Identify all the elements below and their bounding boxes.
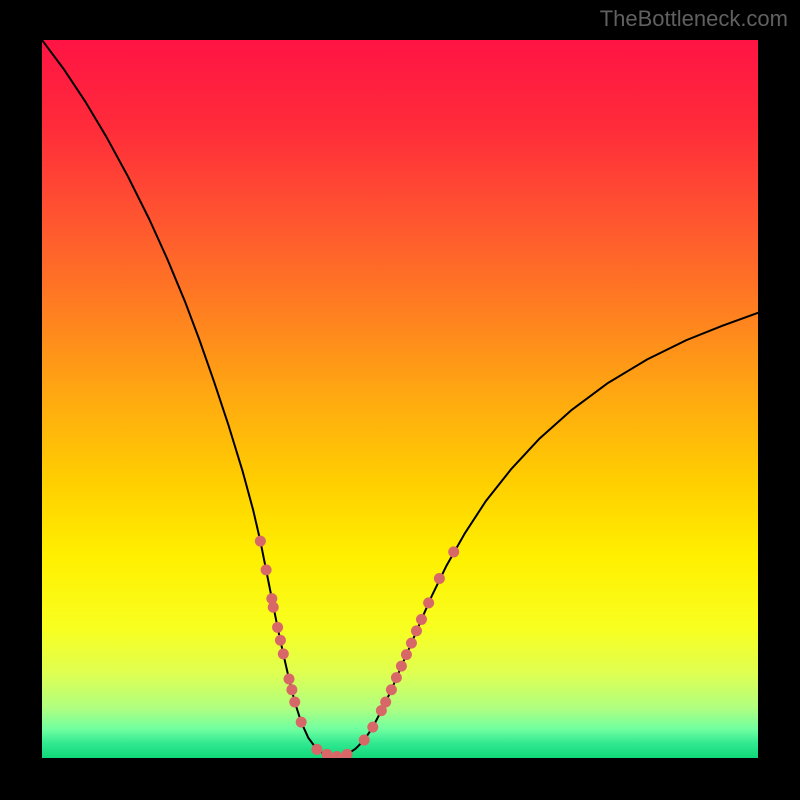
data-marker [406, 638, 417, 649]
data-marker [289, 697, 300, 708]
data-marker [434, 573, 445, 584]
data-marker [391, 672, 402, 683]
chart-svg [42, 40, 758, 758]
data-marker [416, 614, 427, 625]
data-marker [380, 697, 391, 708]
data-marker [268, 602, 279, 613]
plot-area [42, 40, 758, 758]
data-marker [396, 661, 407, 672]
chart-container: TheBottleneck.com [0, 0, 800, 800]
data-marker [284, 674, 295, 685]
data-marker [275, 635, 286, 646]
data-marker [261, 564, 272, 575]
data-marker [272, 622, 283, 633]
data-marker [386, 684, 397, 695]
watermark-text: TheBottleneck.com [600, 6, 788, 32]
data-marker [359, 735, 370, 746]
data-marker [255, 536, 266, 547]
data-marker [278, 648, 289, 659]
data-marker [367, 722, 378, 733]
data-marker [296, 717, 307, 728]
data-marker [311, 744, 322, 755]
data-marker [448, 546, 459, 557]
data-marker [401, 649, 412, 660]
data-marker [411, 625, 422, 636]
gradient-background [42, 40, 758, 758]
data-marker [423, 597, 434, 608]
data-marker [286, 684, 297, 695]
